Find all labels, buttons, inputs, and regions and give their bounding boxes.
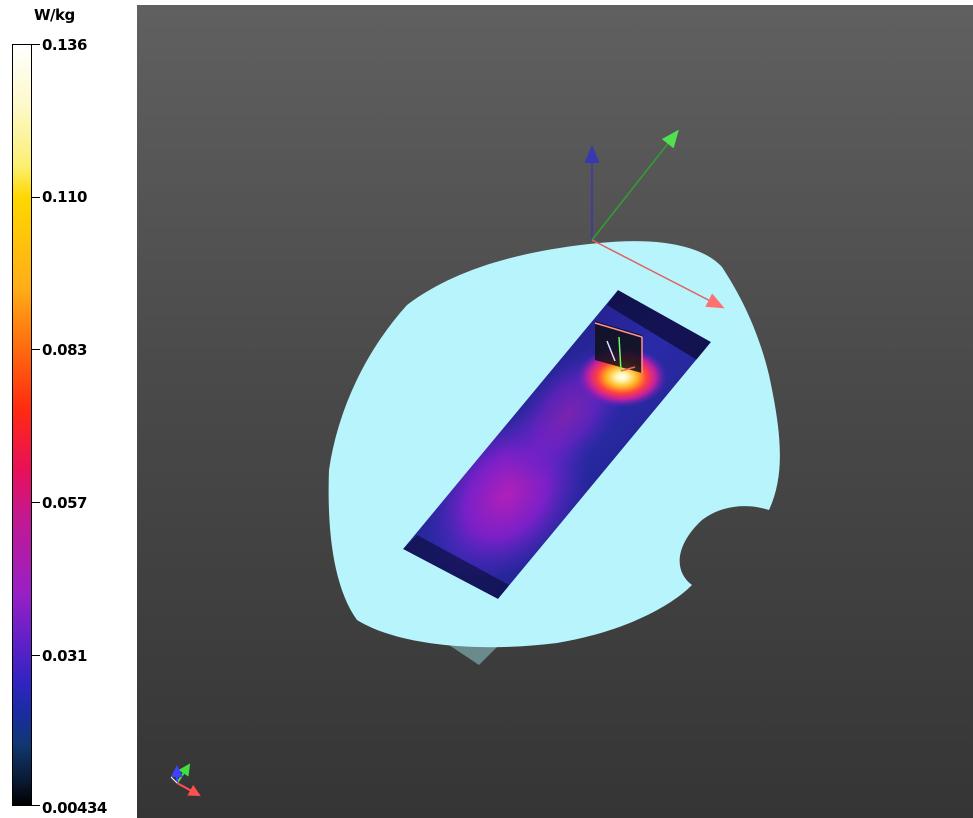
3d-viewport[interactable] — [137, 5, 973, 818]
colorbar-tick-label: 0.00434 — [42, 799, 107, 817]
colorbar-tick — [32, 349, 40, 350]
colorbar-tick — [32, 805, 40, 806]
colorbar-tick-label: 0.110 — [42, 188, 87, 206]
colorbar-tick — [32, 44, 40, 45]
legend-unit-label: W/kg — [34, 6, 75, 24]
colorbar-tick-label: 0.083 — [42, 341, 87, 359]
colorbar-gradient — [12, 44, 32, 806]
phantom-edge-shadow — [449, 645, 499, 665]
antenna-device[interactable] — [594, 321, 643, 373]
colorbar-tick — [32, 502, 40, 503]
colorbar-legend: W/kg 0.136 0.110 0.083 0.057 0.031 0.004… — [0, 0, 137, 818]
xyz-axes-icon — [584, 129, 725, 309]
orientation-axes-icon — [170, 763, 201, 796]
colorbar-tick-label: 0.057 — [42, 494, 87, 512]
colorbar-tick — [32, 197, 40, 198]
scene-canvas[interactable] — [137, 5, 973, 818]
colorbar-tick — [32, 655, 40, 656]
colorbar-tick-label: 0.136 — [42, 36, 87, 54]
colorbar-tick-label: 0.031 — [42, 647, 87, 665]
